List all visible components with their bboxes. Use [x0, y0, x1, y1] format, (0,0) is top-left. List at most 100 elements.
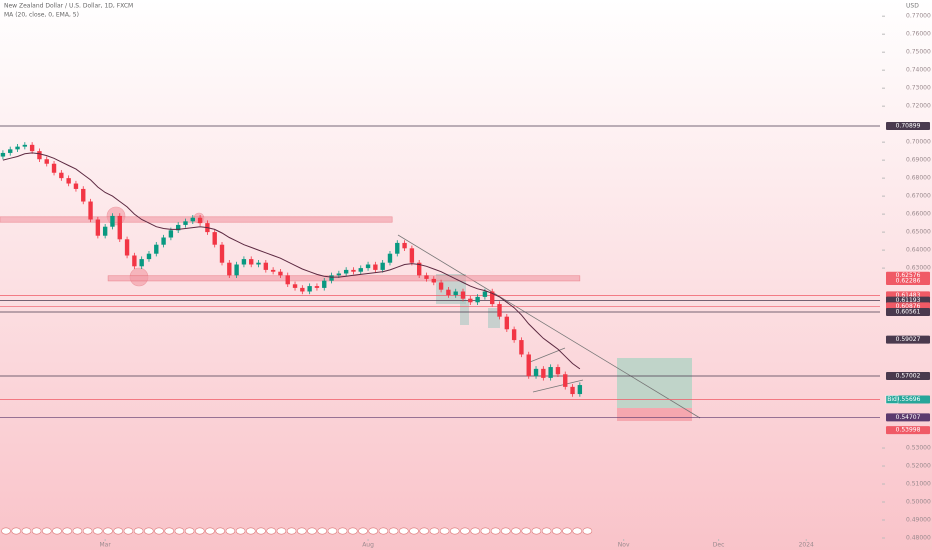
event-icon — [470, 527, 481, 535]
candle-body — [249, 259, 254, 265]
event-icon — [419, 527, 430, 535]
y-tick-label: 0.73000 — [906, 85, 931, 92]
candle-body — [117, 215, 122, 240]
event-icon — [154, 527, 164, 535]
x-tick-label: 2024 — [799, 542, 814, 549]
event-icon — [511, 527, 521, 535]
event-icon — [347, 527, 358, 535]
event-icon — [11, 527, 22, 535]
event-icon — [123, 527, 134, 535]
event-icon — [521, 527, 532, 535]
event-icon — [31, 527, 42, 535]
candle-body — [278, 271, 283, 276]
price-label: 0.70899 — [896, 122, 921, 129]
candle-body — [81, 188, 86, 202]
candle-body — [490, 291, 495, 305]
candle-body — [219, 244, 225, 263]
candle-body — [373, 264, 378, 270]
event-icon — [327, 527, 338, 535]
candle-body — [438, 282, 444, 290]
candle-body — [102, 226, 108, 236]
candle-body — [322, 280, 327, 288]
event-icon — [225, 527, 236, 535]
price-label-box — [886, 276, 930, 285]
candle-body — [44, 159, 49, 164]
price-label: 0.61483 — [896, 292, 921, 299]
candle-body — [95, 219, 101, 236]
event-icon — [531, 527, 542, 535]
event-icon — [72, 527, 83, 535]
y-tick-label: 0.65000 — [906, 229, 931, 236]
candle-body — [314, 286, 320, 288]
candle-body — [365, 264, 371, 269]
x-tick-label: Aug — [362, 542, 374, 549]
event-icon — [368, 527, 379, 535]
candle-body — [380, 262, 385, 270]
event-icon — [449, 527, 460, 535]
candle-body — [241, 259, 247, 265]
candle-body — [416, 262, 422, 276]
y-tick-label: 0.69000 — [906, 157, 931, 164]
event-icon — [174, 527, 185, 535]
event-icon — [205, 527, 215, 535]
candle-body — [343, 269, 349, 274]
candle-body — [533, 368, 539, 377]
event-icon — [398, 527, 409, 535]
candle-body — [453, 291, 458, 296]
candle-body — [563, 374, 568, 387]
y-tick-label: 0.76000 — [906, 31, 931, 38]
candle-body — [292, 284, 298, 288]
candle-body — [577, 385, 583, 395]
candle-body — [146, 253, 152, 260]
y-tick-label: 0.49000 — [906, 517, 931, 524]
event-icon — [490, 527, 501, 535]
candle-body — [446, 289, 451, 296]
price-label-box — [886, 413, 930, 422]
x-tick-label: Dec — [713, 542, 725, 549]
event-icon — [276, 527, 287, 535]
candle-body — [263, 262, 269, 270]
candle-body — [270, 269, 276, 272]
event-icon — [480, 527, 491, 535]
x-tick-label: Nov — [618, 542, 630, 549]
indicator-label: MA (20, close, 0, EMA, 5) — [4, 12, 79, 19]
event-icon — [62, 527, 72, 535]
y-tick-label: 0.48000 — [906, 535, 931, 542]
price-label-box — [886, 372, 930, 381]
candle-body — [468, 298, 473, 303]
candle-body — [110, 215, 115, 227]
candle-body — [555, 367, 561, 375]
price-label: 0.61193 — [896, 297, 921, 304]
event-icon — [195, 527, 205, 535]
event-icon — [500, 527, 511, 535]
price-tag: Bid — [887, 396, 897, 403]
y-tick-label: 0.68000 — [906, 175, 931, 182]
y-tick-label: 0.66000 — [906, 211, 931, 218]
event-icon — [317, 527, 328, 535]
event-icon — [296, 527, 307, 535]
candle-body — [395, 242, 400, 254]
event-icon — [582, 527, 593, 535]
y-tick-label: 0.51000 — [906, 481, 931, 488]
candle-body — [431, 278, 436, 283]
price-label: 0.59027 — [896, 336, 921, 343]
candle-body — [183, 221, 188, 225]
event-icon — [460, 527, 470, 535]
candle-body — [300, 287, 305, 292]
ma-line — [2, 152, 581, 370]
event-icon — [184, 527, 195, 535]
price-label-box — [886, 426, 930, 435]
candle-body — [548, 367, 553, 378]
candle-body — [329, 275, 334, 281]
candle-body — [197, 217, 203, 224]
price-label: 0.62576 — [896, 272, 921, 279]
candle-body — [161, 237, 166, 245]
price-label-box — [886, 335, 930, 344]
price-label: 0.60876 — [896, 303, 921, 310]
event-icon — [1, 527, 11, 535]
y-tick-label: 0.74000 — [906, 67, 931, 74]
candle-body — [212, 232, 217, 245]
candle-body — [504, 316, 510, 330]
candle-body — [424, 275, 429, 279]
candle-body — [227, 262, 232, 276]
